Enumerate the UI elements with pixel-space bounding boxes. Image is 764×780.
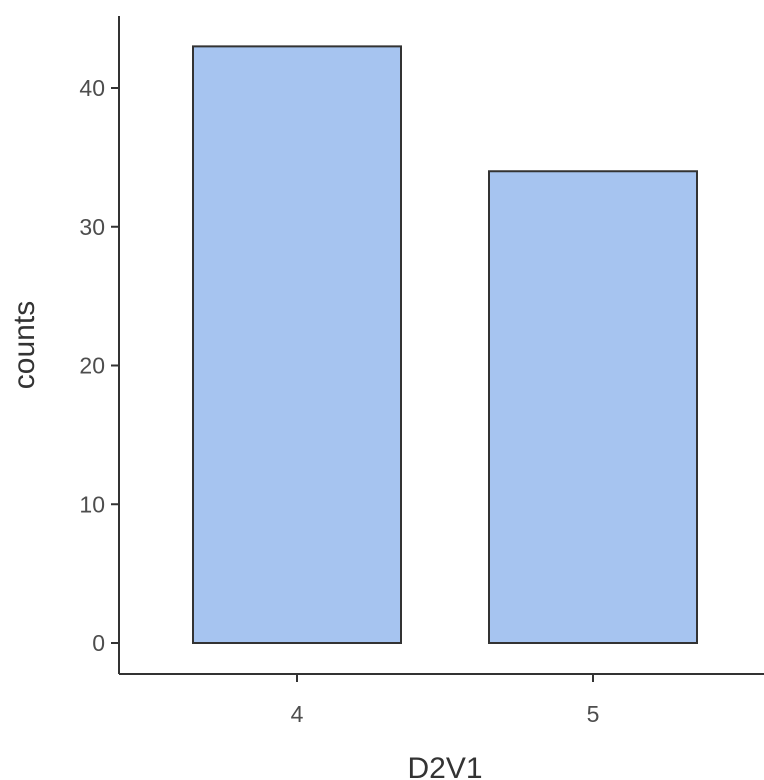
y-tick-label: 30 — [79, 214, 105, 240]
bar-5 — [488, 170, 698, 644]
y-tick-label: 10 — [79, 491, 105, 517]
y-axis-title: counts — [8, 301, 41, 389]
y-axis-ticks: 0 10 20 30 40 — [79, 75, 119, 656]
x-tick-label: 5 — [587, 701, 600, 727]
y-tick-label: 40 — [79, 75, 105, 101]
x-axis-title: D2V1 — [407, 752, 482, 780]
plot-area — [192, 45, 698, 644]
y-tick-label: 20 — [79, 353, 105, 379]
x-tick-label: 4 — [291, 701, 304, 727]
y-tick-label: 0 — [92, 630, 105, 656]
bar-4 — [192, 45, 402, 644]
